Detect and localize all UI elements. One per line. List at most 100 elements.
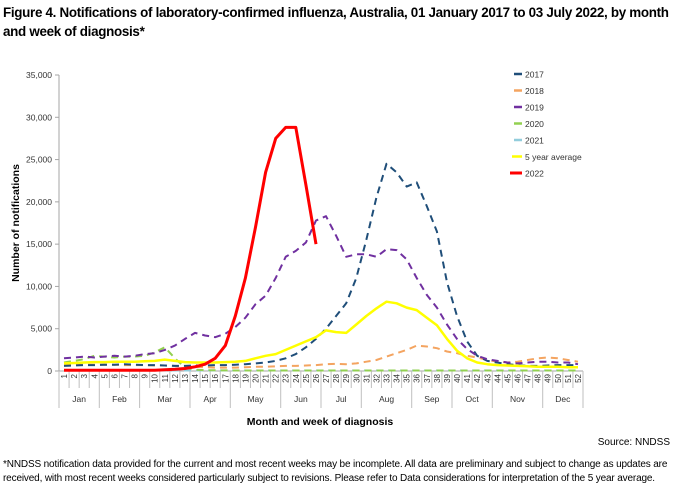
x-week-label: 3	[80, 373, 89, 378]
legend-label: 2021	[525, 136, 544, 146]
x-week-label: 48	[534, 373, 543, 382]
x-axis-label: Month and week of diagnosis	[247, 416, 394, 428]
x-week-label: 37	[423, 373, 432, 382]
legend-item: 2020	[514, 119, 544, 129]
y-axis-label: Number of notifications	[10, 164, 22, 282]
x-week-label: 12	[171, 373, 180, 382]
x-week-label: 10	[151, 373, 160, 382]
y-tick-label: 10,000	[26, 281, 52, 291]
legend-label: 2019	[525, 103, 544, 113]
x-week-label: 30	[352, 373, 361, 382]
y-tick-label: 20,000	[26, 197, 52, 207]
legend-item: 2021	[514, 136, 544, 146]
x-week-label: 38	[433, 373, 442, 382]
x-week-label: 42	[473, 373, 482, 382]
month-label: Apr	[204, 394, 217, 404]
x-week-label: 36	[413, 373, 422, 382]
legend-label: 5 year average	[525, 152, 582, 162]
x-week-label: 35	[403, 373, 412, 382]
x-week-label: 14	[191, 373, 200, 382]
month-label: Nov	[510, 394, 526, 404]
month-label: Feb	[112, 394, 127, 404]
y-axis: 0 5,000 10,000 15,000 20,000 25,000 30,000 35,0…	[26, 70, 60, 376]
x-week-label: 34	[393, 373, 402, 382]
x-week-label: 19	[241, 373, 250, 382]
footnote: *NNDSS notification data provided for th…	[3, 459, 668, 484]
month-label: Sep	[424, 394, 439, 404]
x-week-label: 31	[362, 373, 371, 382]
figure-title: Figure 4. Notifications of laboratory-co…	[3, 5, 669, 39]
series-line-2019	[63, 215, 579, 366]
legend-label: 2020	[525, 119, 544, 129]
source-note: Source: NNDSS	[597, 437, 670, 448]
month-label: Jul	[336, 394, 347, 404]
x-week-label: 6	[110, 373, 119, 378]
legend-label: 2022	[525, 169, 544, 179]
month-label: May	[247, 394, 264, 404]
x-week-label: 50	[554, 373, 563, 382]
x-week-label: 7	[121, 373, 130, 378]
x-week-label: 2	[70, 373, 79, 378]
x-week-label: 21	[262, 373, 271, 382]
x-week-label: 41	[463, 373, 472, 382]
x-week-label: 45	[503, 373, 512, 382]
y-tick-label: 35,000	[26, 70, 52, 80]
x-week-label: 46	[514, 373, 523, 382]
x-week-label: 26	[312, 373, 321, 382]
y-tick-label: 0	[47, 366, 52, 376]
x-week-label: 20	[252, 373, 261, 382]
month-label: Aug	[379, 394, 394, 404]
series-line-2022	[64, 125, 318, 372]
month-label: Oct	[466, 394, 480, 404]
x-week-label: 51	[564, 373, 573, 382]
series-line-5-year-average	[63, 300, 578, 369]
x-week-label: 49	[544, 373, 553, 382]
month-label: Jun	[294, 394, 308, 404]
legend-item: 2018	[514, 86, 544, 96]
series-line-2017	[63, 162, 578, 367]
x-week-label: 43	[483, 373, 492, 382]
x-axis: 1 2 3 4 5 6 7 8 9 10 11 12 13 14 15 16 17 18 19 20 21 22 23 24 2…	[58, 370, 584, 408]
x-week-label: 25	[302, 373, 311, 382]
x-week-label: 39	[443, 373, 452, 382]
series-layer	[63, 125, 579, 372]
x-week-label: 27	[322, 373, 331, 382]
legend: 2017 2018 2019 2020 2021 5 year average 2022	[510, 70, 582, 179]
x-week-label: 32	[372, 373, 381, 382]
x-week-label: 28	[332, 373, 341, 382]
x-week-label: 18	[231, 373, 240, 382]
x-week-label: 33	[383, 373, 392, 382]
series-line-2020	[63, 346, 578, 372]
month-label: Mar	[157, 394, 172, 404]
x-week-label: 23	[282, 373, 291, 382]
legend-item: 2017	[514, 70, 544, 80]
month-label: Dec	[555, 394, 571, 404]
legend-label: 2018	[525, 86, 544, 96]
x-week-label: 4	[90, 373, 99, 378]
x-week-label: 40	[453, 373, 462, 382]
x-week-label: 24	[292, 373, 301, 382]
legend-item: 2022	[510, 169, 544, 179]
y-tick-label: 5,000	[31, 324, 53, 334]
x-week-label: 47	[524, 373, 533, 382]
x-week-label: 52	[574, 373, 583, 382]
influenza-line-chart: 0 5,000 10,000 15,000 20,000 25,000 30,000 35,0…	[10, 70, 584, 428]
month-label: Jan	[72, 394, 86, 404]
y-tick-label: 15,000	[26, 239, 52, 249]
x-week-label: 11	[161, 373, 170, 382]
x-week-label: 15	[201, 373, 210, 382]
legend-item: 5 year average	[512, 152, 582, 162]
y-tick-label: 30,000	[26, 112, 52, 122]
x-week-label: 17	[221, 373, 230, 382]
x-week-label: 1	[60, 373, 69, 378]
x-week-label: 5	[100, 373, 109, 378]
legend-label: 2017	[525, 70, 544, 80]
y-tick-label: 25,000	[26, 155, 52, 165]
x-week-label: 8	[131, 373, 140, 378]
x-week-label: 29	[342, 373, 351, 382]
x-week-label: 44	[493, 373, 502, 382]
legend-item: 2019	[514, 103, 544, 113]
x-week-label: 16	[211, 373, 220, 382]
x-week-label: 13	[181, 373, 190, 382]
x-week-label: 9	[141, 373, 150, 378]
